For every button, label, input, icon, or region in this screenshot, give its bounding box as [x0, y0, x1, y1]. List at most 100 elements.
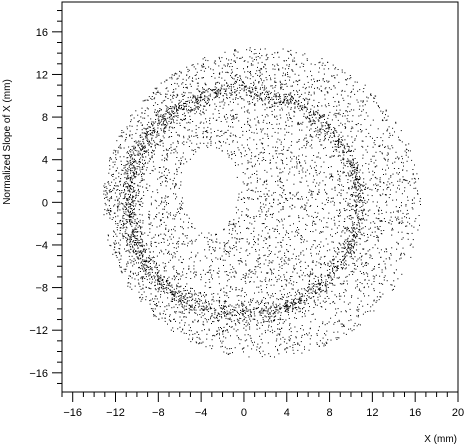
scatter-point — [228, 229, 230, 231]
scatter-point — [158, 270, 160, 272]
scatter-point — [195, 135, 197, 137]
scatter-point — [164, 124, 166, 126]
scatter-point — [315, 264, 317, 266]
scatter-point — [257, 302, 259, 304]
scatter-point — [344, 209, 346, 211]
scatter-point — [275, 181, 276, 183]
scatter-point — [127, 239, 129, 240]
scatter-point — [360, 199, 362, 201]
scatter-point — [374, 276, 376, 278]
scatter-point — [332, 268, 334, 270]
scatter-point — [233, 219, 235, 221]
scatter-point — [204, 95, 206, 97]
scatter-point — [195, 254, 197, 256]
scatter-point — [235, 230, 236, 232]
scatter-point — [211, 348, 213, 350]
scatter-point — [251, 223, 253, 225]
scatter-point — [282, 206, 284, 208]
scatter-point — [331, 278, 333, 280]
scatter-point — [258, 122, 260, 124]
scatter-point — [302, 109, 304, 111]
scatter-point — [298, 258, 300, 260]
scatter-point — [314, 223, 316, 225]
scatter-point — [285, 121, 287, 123]
scatter-point — [313, 120, 315, 122]
scatter-point — [169, 282, 171, 283]
scatter-point — [347, 179, 349, 181]
scatter-point — [128, 169, 130, 171]
scatter-point — [349, 249, 351, 251]
scatter-point — [163, 120, 165, 122]
scatter-point — [135, 250, 137, 252]
scatter-point — [108, 205, 110, 207]
scatter-point — [418, 215, 420, 216]
scatter-point — [245, 264, 247, 266]
scatter-point — [378, 207, 380, 209]
scatter-point — [293, 174, 295, 176]
scatter-point — [253, 281, 255, 283]
scatter-point — [366, 187, 368, 189]
scatter-point — [282, 153, 284, 155]
scatter-point — [239, 314, 240, 316]
scatter-point — [333, 132, 335, 134]
scatter-point — [251, 102, 253, 103]
scatter-point — [292, 306, 294, 308]
scatter-point — [318, 288, 320, 290]
scatter-point — [321, 105, 323, 107]
scatter-point — [308, 289, 310, 291]
scatter-point — [141, 232, 143, 234]
scatter-point — [344, 148, 346, 150]
scatter-point — [323, 245, 325, 247]
scatter-point — [287, 149, 289, 151]
scatter-point — [332, 283, 333, 285]
scatter-point — [260, 300, 262, 302]
scatter-point — [349, 247, 351, 249]
scatter-point — [287, 309, 289, 311]
scatter-point — [223, 115, 225, 117]
scatter-point — [195, 274, 197, 276]
scatter-point — [402, 247, 404, 249]
scatter-point — [212, 90, 214, 92]
scatter-point — [282, 171, 284, 173]
scatter-point — [328, 277, 330, 279]
scatter-point — [266, 312, 268, 314]
scatter-point — [310, 94, 312, 96]
scatter-point — [329, 111, 331, 113]
scatter-point — [175, 163, 177, 165]
scatter-point — [354, 228, 356, 230]
scatter-point — [371, 258, 373, 259]
scatter-point — [108, 172, 110, 174]
scatter-point — [182, 152, 184, 154]
scatter-point — [180, 160, 182, 162]
scatter-point — [148, 216, 149, 218]
scatter-point — [125, 181, 127, 183]
scatter-point — [355, 196, 357, 198]
scatter-point — [223, 336, 225, 338]
scatter-point — [216, 300, 218, 302]
scatter-point — [265, 200, 267, 202]
scatter-point — [198, 234, 200, 236]
scatter-point — [111, 191, 112, 193]
scatter-point — [271, 329, 273, 331]
scatter-point — [213, 316, 215, 318]
scatter-point — [313, 167, 315, 169]
scatter-point — [309, 271, 311, 273]
scatter-point — [283, 146, 285, 148]
scatter-point — [270, 284, 272, 286]
scatter-point — [173, 228, 175, 230]
scatter-point — [125, 186, 127, 188]
scatter-point — [334, 187, 336, 189]
scatter-point — [225, 292, 227, 294]
scatter-point — [140, 149, 142, 151]
scatter-point — [238, 92, 240, 94]
scatter-point — [158, 235, 159, 237]
scatter-point — [285, 310, 287, 312]
scatter-point — [261, 342, 263, 344]
scatter-point — [335, 140, 337, 142]
scatter-point — [163, 221, 165, 223]
scatter-point — [309, 287, 311, 289]
scatter-point — [344, 139, 346, 141]
scatter-point — [161, 219, 162, 221]
scatter-point — [263, 182, 265, 184]
scatter-point — [177, 307, 179, 309]
